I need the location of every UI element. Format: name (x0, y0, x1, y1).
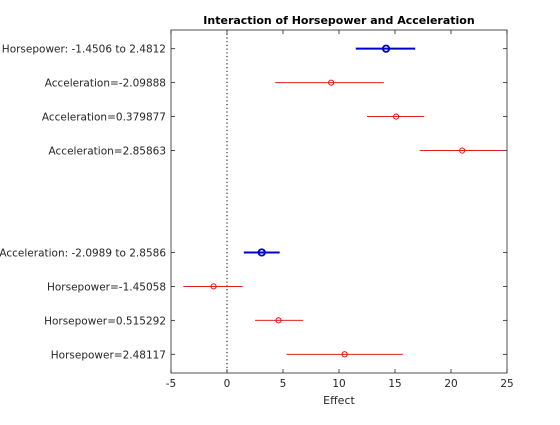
conditional-effect-row: Acceleration=0.379877 (42, 112, 507, 124)
row-label: Horsepower: -1.4506 to 2.4812 (2, 44, 166, 56)
row-label: Acceleration=-2.09888 (45, 78, 166, 90)
x-tick-label: 10 (332, 378, 345, 390)
effect-estimate-marker (341, 351, 348, 358)
chart-title: Interaction of Horsepower and Accelerati… (203, 14, 474, 27)
x-axis-label: Effect (323, 394, 355, 407)
conditional-effect-row: Horsepower=0.515292 (44, 315, 507, 327)
main-effect-row: Acceleration: -2.0989 to 2.8586 (0, 247, 507, 259)
x-tick-label: 20 (444, 378, 457, 390)
effect-estimate-marker (257, 248, 266, 257)
conditional-effect-row: Horsepower=-1.45058 (47, 281, 507, 293)
x-tick-label: -5 (166, 378, 176, 390)
main-effect-row: Horsepower: -1.4506 to 2.4812 (2, 44, 507, 56)
effect-estimate-marker (275, 317, 282, 324)
row-label: Horsepower=2.48117 (51, 349, 166, 361)
row-label: Acceleration: -2.0989 to 2.8586 (0, 247, 166, 259)
row-label: Horsepower=-1.45058 (47, 281, 166, 293)
effect-estimate-marker (210, 283, 217, 290)
x-axis-ticks: -5 0 5 10 15 20 25 (166, 30, 514, 390)
x-tick-label: 5 (280, 378, 287, 390)
effect-estimate-marker (328, 79, 335, 86)
conditional-effect-row: Acceleration=2.85863 (49, 146, 507, 158)
x-tick-label: 0 (224, 378, 231, 390)
x-tick-label: 25 (500, 378, 513, 390)
rows-layer: Horsepower: -1.4506 to 2.4812 Acceleratio… (0, 44, 507, 361)
conditional-effect-row: Horsepower=2.48117 (51, 349, 507, 361)
row-label: Acceleration=0.379877 (42, 112, 166, 124)
effect-estimate-marker (459, 147, 466, 154)
row-label: Horsepower=0.515292 (44, 315, 166, 327)
effect-estimate-marker (381, 44, 391, 53)
conditional-effect-row: Acceleration=-2.09888 (45, 78, 507, 90)
x-tick-label: 15 (388, 378, 401, 390)
effect-estimate-marker (393, 113, 400, 120)
plot-area (170, 29, 508, 374)
row-label: Acceleration=2.85863 (49, 146, 166, 158)
